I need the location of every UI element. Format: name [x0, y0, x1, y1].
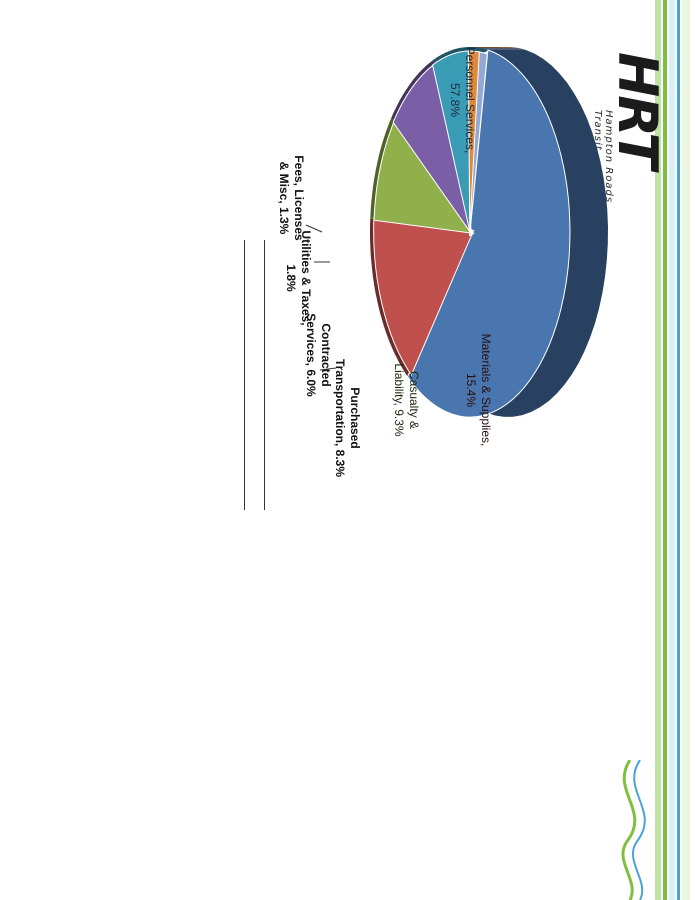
rule-line — [264, 240, 265, 510]
leader-line — [319, 367, 337, 371]
slice-label-line1: Casualty & — [407, 371, 421, 429]
slice-label-line2: & Misc, 1.3% — [277, 162, 291, 235]
side-stripes — [655, 0, 690, 900]
pie-slice — [373, 119, 475, 235]
pie-slice-side — [407, 50, 608, 417]
slice-label-line1: Fees, Licenses — [292, 155, 306, 241]
pie-slice — [407, 49, 571, 418]
slice-label-line1: Materials & Supplies, — [479, 334, 493, 447]
slice-label: Casualty &Liability, 9.3% — [392, 363, 421, 436]
slice-label: Fees, Licenses& Misc, 1.3% — [277, 155, 306, 241]
slice-label-line2: Transportation, 8.3% — [333, 359, 347, 477]
slice-label: Utilities & Taxes,1.8% — [284, 230, 313, 325]
slice-label-line2: 1.8% — [284, 264, 298, 292]
leader-line — [305, 224, 323, 233]
slice-label: Materials & Supplies,15.4% — [464, 334, 493, 447]
slice-label: Personnel Services,57.8% — [448, 47, 477, 154]
rule-line — [244, 240, 245, 510]
pie-slice-side — [468, 47, 518, 48]
slice-label-line1: Contracted — [319, 323, 333, 386]
pie-slice — [468, 51, 488, 237]
slice-label-line2: Services, 6.0% — [304, 313, 318, 397]
slice-label-line1: Purchased — [348, 387, 362, 448]
slice-label-line2: Liability, 9.3% — [392, 363, 406, 436]
wave-decoration — [621, 760, 646, 900]
pie-slice — [373, 216, 475, 377]
slice-label-line1: Personnel Services, — [463, 47, 477, 154]
pie-slice-side — [479, 47, 526, 50]
slice-label-line2: 57.8% — [448, 83, 462, 117]
slice-label-line1: Utilities & Taxes, — [299, 230, 313, 325]
slice-label-line2: 15.4% — [464, 373, 478, 407]
